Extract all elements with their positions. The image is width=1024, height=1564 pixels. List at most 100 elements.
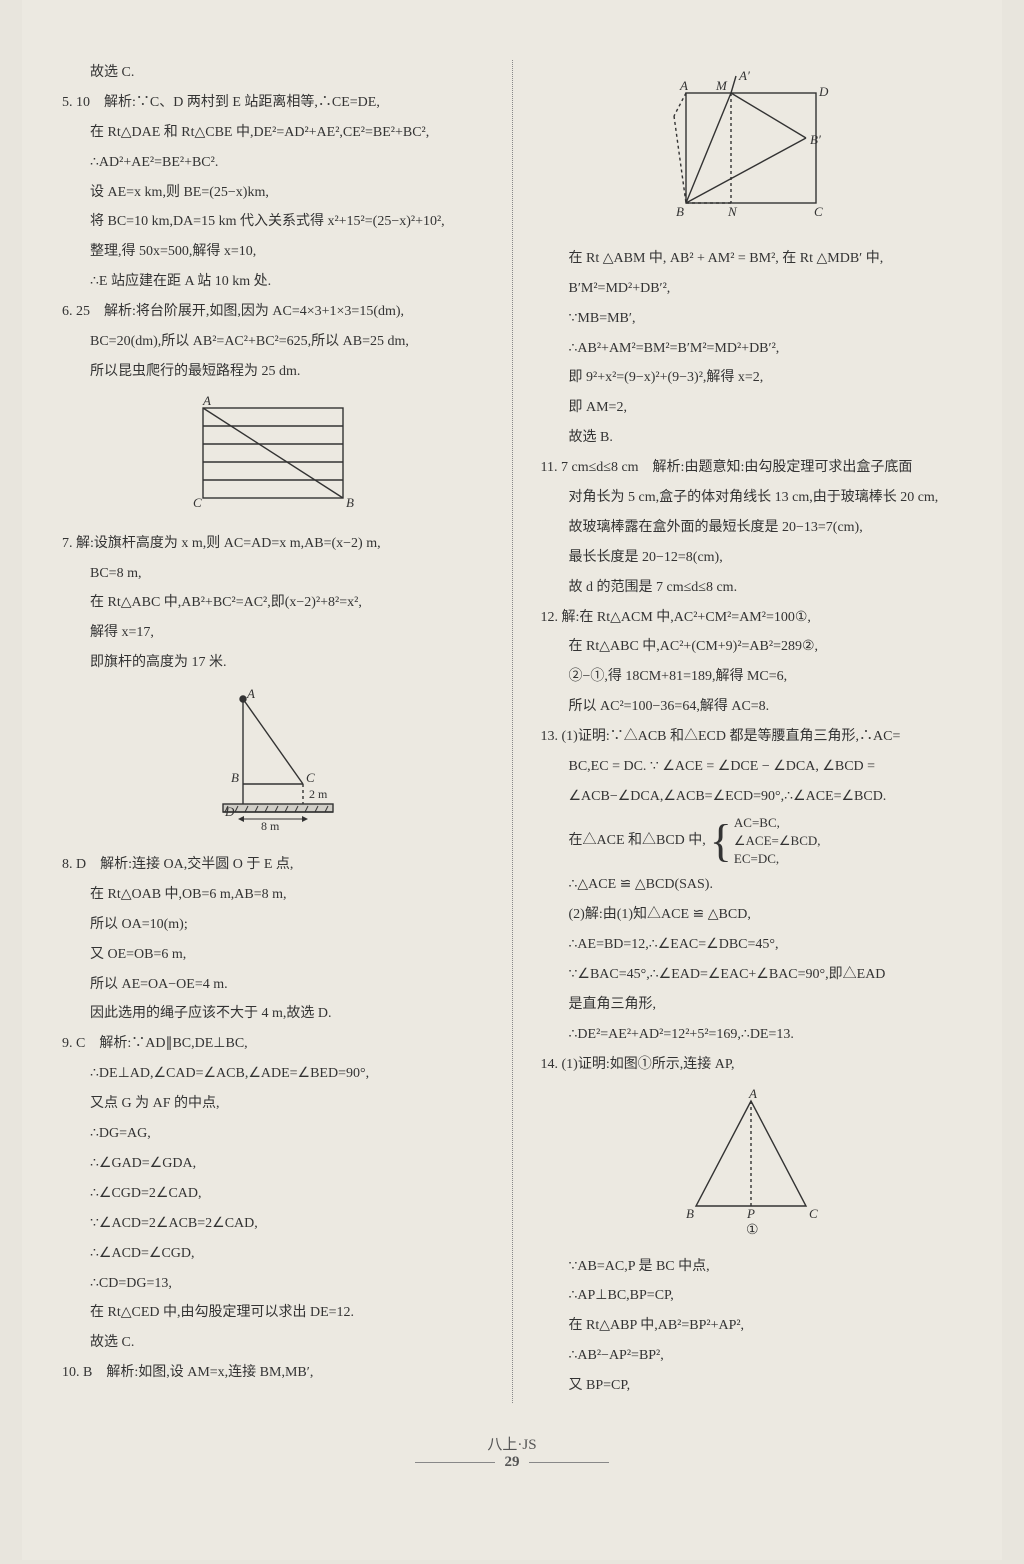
text-line: ∵∠ACD=2∠ACB=2∠CAD, — [62, 1211, 484, 1237]
text-line: ∵∠BAC=45°,∴∠EAD=∠EAC+∠BAC=90°,即△EAD — [541, 962, 963, 988]
text-line: 对角长为 5 cm,盒子的体对角线长 13 cm,由于玻璃棒长 20 cm, — [541, 485, 963, 511]
text-line: 10. B 解析:如图,设 AM=x,连接 BM,MB′, — [62, 1360, 484, 1386]
text-line: 最长长度是 20−12=8(cm), — [541, 545, 963, 571]
svg-text:A: A — [202, 393, 211, 408]
svg-text:A: A — [748, 1086, 757, 1101]
text-line: 又 OE=OB=6 m, — [62, 942, 484, 968]
text-line: ②−①,得 18CM+81=189,解得 MC=6, — [541, 664, 963, 690]
svg-text:A: A — [679, 78, 688, 93]
figure-fold: A A′ M D B′ B N C — [541, 68, 963, 238]
text-line: 即旗杆的高度为 17 米. — [62, 650, 484, 676]
footer-label: 八上·JS — [62, 1433, 962, 1454]
text-line: ∴△ACE ≌ △BCD(SAS). — [541, 872, 963, 898]
text-line: 将 BC=10 km,DA=15 km 代入关系式得 x²+15²=(25−x)… — [62, 209, 484, 235]
text-line: BC=8 m, — [62, 561, 484, 587]
column-divider — [512, 60, 513, 1403]
svg-text:P: P — [746, 1206, 755, 1221]
svg-text:B: B — [231, 770, 239, 785]
text-line: ∴AP⊥BC,BP=CP, — [541, 1283, 963, 1309]
text-line: 6. 25 解析:将台阶展开,如图,因为 AC=4×3+1×3=15(dm), — [62, 299, 484, 325]
text-line: 整理,得 50x=500,解得 x=10, — [62, 239, 484, 265]
text-line: 在△ACE 和△BCD 中, — [569, 828, 706, 854]
text-line: ∵MB=MB′, — [541, 306, 963, 332]
text-line: 故选 B. — [541, 425, 963, 451]
text-line: (2)解:由(1)知△ACE ≌ △BCD, — [541, 902, 963, 928]
text-line: 在 Rt△DAE 和 Rt△CBE 中,DE²=AD²+AE²,CE²=BE²+… — [62, 120, 484, 146]
text-line: 7. 解:设旗杆高度为 x m,则 AC=AD=x m,AB=(x−2) m, — [62, 531, 484, 557]
text-line: ∵AB=AC,P 是 BC 中点, — [541, 1254, 963, 1280]
text-line: 解得 x=17, — [62, 620, 484, 646]
page-number: 29 — [505, 1454, 520, 1470]
text-line: AC=BC, — [734, 814, 821, 832]
text-line: 所以 AC²=100−36=64,解得 AC=8. — [541, 694, 963, 720]
text-line: 在 Rt△CED 中,由勾股定理可以求出 DE=12. — [62, 1300, 484, 1326]
text-line: 在 Rt△OAB 中,OB=6 m,AB=8 m, — [62, 882, 484, 908]
text-line: 因此选用的绳子应该不大于 4 m,故选 D. — [62, 1001, 484, 1027]
text-line: 又 BP=CP, — [541, 1373, 963, 1399]
text-line: BC=20(dm),所以 AB²=AC²+BC²=625,所以 AB=25 dm… — [62, 329, 484, 355]
text-line: 8. D 解析:连接 OA,交半圆 O 于 E 点, — [62, 852, 484, 878]
svg-text:C: C — [306, 770, 315, 785]
svg-text:B: B — [686, 1206, 694, 1221]
equation-system: 在△ACE 和△BCD 中, { AC=BC, ∠ACE=∠BCD, EC=DC… — [541, 814, 963, 869]
text-line: 在 Rt△ABC 中,AC²+(CM+9)²=AB²=289②, — [541, 634, 963, 660]
text-line: ∴∠GAD=∠GDA, — [62, 1151, 484, 1177]
svg-text:A: A — [246, 686, 255, 701]
text-line: ∴DE²=AE²+AD²=12²+5²=169,∴DE=13. — [541, 1022, 963, 1048]
figure-triangle: A B P C ① — [541, 1086, 963, 1246]
svg-text:D: D — [818, 84, 829, 99]
text-line: ∴DE⊥AD,∠CAD=∠ACB,∠ADE=∠BED=90°, — [62, 1061, 484, 1087]
text-line: 即 AM=2, — [541, 395, 963, 421]
svg-text:2 m: 2 m — [309, 787, 328, 801]
text-line: ∴∠CGD=2∠CAD, — [62, 1181, 484, 1207]
text-line: 14. (1)证明:如图①所示,连接 AP, — [541, 1052, 963, 1078]
text-line: 所以 OA=10(m); — [62, 912, 484, 938]
text-line: 故玻璃棒露在盒外面的最短长度是 20−13=7(cm), — [541, 515, 963, 541]
text-line: ∴DG=AG, — [62, 1121, 484, 1147]
text-line: 是直角三角形, — [541, 992, 963, 1018]
text-line: 又点 G 为 AF 的中点, — [62, 1091, 484, 1117]
text-line: 11. 7 cm≤d≤8 cm 解析:由题意知:由勾股定理可求出盒子底面 — [541, 455, 963, 481]
svg-text:C: C — [809, 1206, 818, 1221]
text-line: ∴E 站应建在距 A 站 10 km 处. — [62, 269, 484, 295]
text-line: B′M²=MD²+DB′², — [541, 276, 963, 302]
text-line: ∴AB²+AM²=BM²=B′M²=MD²+DB′², — [541, 336, 963, 362]
text-line: 13. (1)证明:∵△ACB 和△ECD 都是等腰直角三角形,∴AC= — [541, 724, 963, 750]
svg-text:C: C — [193, 495, 202, 510]
svg-text:B: B — [346, 495, 354, 510]
text-line: ∴AD²+AE²=BE²+BC². — [62, 150, 484, 176]
text-line: ∠ACB−∠DCA,∠ACB=∠ECD=90°,∴∠ACE=∠BCD. — [541, 784, 963, 810]
text-line: 5. 10 解析:∵C、D 两村到 E 站距离相等,∴CE=DE, — [62, 90, 484, 116]
text-line: 故选 C. — [62, 60, 484, 86]
figure-stairs: A B C — [62, 393, 484, 523]
text-line: 故 d 的范围是 7 cm≤d≤8 cm. — [541, 575, 963, 601]
text-line: 所以 AE=OA−OE=4 m. — [62, 972, 484, 998]
text-line: ∴AB²−AP²=BP², — [541, 1343, 963, 1369]
text-line: 即 9²+x²=(9−x)²+(9−3)²,解得 x=2, — [541, 365, 963, 391]
svg-text:①: ① — [746, 1223, 759, 1236]
text-line: 设 AE=x km,则 BE=(25−x)km, — [62, 180, 484, 206]
svg-text:N: N — [727, 204, 738, 219]
text-line: BC,EC = DC. ∵ ∠ACE = ∠DCE − ∠DCA, ∠BCD = — [541, 754, 963, 780]
svg-text:M: M — [715, 78, 728, 93]
text-line: 在 Rt △ABM 中, AB² + AM² = BM², 在 Rt △MDB′… — [541, 246, 963, 272]
text-line: 在 Rt△ABC 中,AB²+BC²=AC²,即(x−2)²+8²=x², — [62, 590, 484, 616]
text-line: 9. C 解析:∵AD∥BC,DE⊥BC, — [62, 1031, 484, 1057]
figure-flagpole: A B C D 8 m 2 m — [62, 684, 484, 844]
text-line: EC=DC, — [734, 850, 821, 868]
text-line: 12. 解:在 Rt△ACM 中,AC²+CM²=AM²=100①, — [541, 605, 963, 631]
svg-text:B: B — [676, 204, 684, 219]
text-line: 所以昆虫爬行的最短路程为 25 dm. — [62, 359, 484, 385]
text-line: ∴∠ACD=∠CGD, — [62, 1241, 484, 1267]
svg-text:A′: A′ — [738, 68, 750, 83]
text-line: ∴AE=BD=12,∴∠EAC=∠DBC=45°, — [541, 932, 963, 958]
svg-text:D: D — [224, 804, 235, 819]
text-line: 故选 C. — [62, 1330, 484, 1356]
svg-text:B′: B′ — [810, 132, 821, 147]
svg-text:8 m: 8 m — [261, 819, 280, 833]
text-line: 在 Rt△ABP 中,AB²=BP²+AP², — [541, 1313, 963, 1339]
text-line: ∴CD=DG=13, — [62, 1271, 484, 1297]
page-footer: 八上·JS 29 — [62, 1433, 962, 1471]
text-line: ∠ACE=∠BCD, — [734, 832, 821, 850]
svg-text:C: C — [814, 204, 823, 219]
